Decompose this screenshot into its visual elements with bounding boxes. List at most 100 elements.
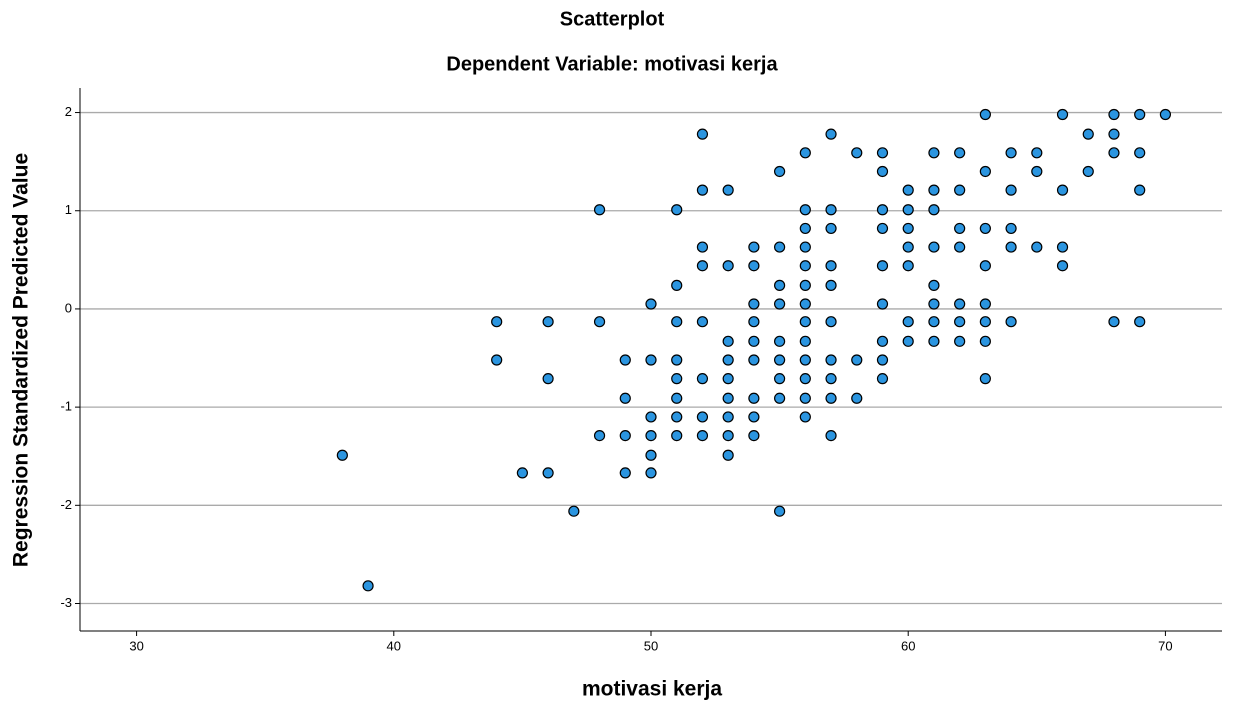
point — [954, 316, 966, 328]
point — [954, 147, 966, 159]
point — [799, 354, 811, 366]
point — [671, 373, 683, 385]
point — [979, 316, 991, 328]
x-tick-label: 70 — [1158, 638, 1172, 653]
point — [774, 505, 786, 517]
point — [774, 279, 786, 291]
point — [1108, 316, 1120, 328]
point — [748, 354, 760, 366]
point — [722, 184, 734, 196]
point — [1108, 108, 1120, 121]
y-tick-label: -1 — [60, 399, 72, 414]
point — [722, 260, 734, 272]
point — [799, 298, 811, 310]
y-tick-label: 2 — [65, 104, 72, 119]
point — [722, 392, 734, 404]
point — [1031, 165, 1043, 178]
point — [1159, 108, 1172, 121]
point — [979, 373, 991, 385]
point — [774, 354, 786, 366]
y-tick-label: -2 — [60, 497, 72, 512]
point — [1134, 147, 1146, 159]
point — [645, 411, 657, 423]
point — [671, 411, 683, 423]
point — [876, 204, 889, 216]
x-tick-label: 50 — [644, 638, 658, 653]
point — [722, 429, 734, 442]
point — [979, 165, 991, 178]
x-tick-label: 40 — [387, 638, 401, 653]
point — [748, 260, 760, 272]
point — [645, 354, 657, 366]
point — [593, 204, 606, 216]
point — [954, 335, 966, 347]
point — [876, 335, 889, 347]
point — [825, 429, 837, 442]
point — [825, 316, 837, 328]
point — [645, 467, 657, 479]
point — [696, 429, 709, 442]
point — [1082, 165, 1094, 178]
point — [825, 260, 837, 272]
point — [979, 222, 991, 235]
y-tick-label: -3 — [60, 595, 72, 610]
point — [1031, 241, 1043, 253]
point — [722, 411, 734, 423]
point — [1134, 108, 1146, 121]
point — [671, 354, 683, 366]
point — [774, 165, 786, 178]
point — [799, 335, 811, 347]
point — [1134, 184, 1146, 196]
point — [825, 128, 837, 140]
point — [902, 222, 914, 235]
point — [619, 354, 631, 366]
y-tick-label: 1 — [65, 202, 72, 217]
point — [928, 147, 940, 159]
point — [928, 335, 940, 347]
point — [799, 392, 811, 404]
point — [748, 298, 760, 310]
point — [619, 429, 631, 442]
point — [928, 204, 940, 216]
chart-title: Scatterplot — [560, 8, 665, 30]
point — [722, 449, 734, 461]
point — [876, 354, 889, 366]
y-axis-label: Regression Standardized Predicted Value — [10, 153, 33, 567]
point — [876, 222, 889, 235]
point — [876, 165, 889, 178]
point — [696, 411, 709, 423]
point — [928, 241, 940, 253]
point — [748, 335, 760, 347]
point — [542, 316, 554, 328]
point — [491, 354, 503, 366]
point — [902, 316, 914, 328]
point — [1108, 128, 1120, 140]
point — [1082, 128, 1094, 140]
point — [851, 392, 863, 404]
point — [799, 373, 811, 385]
point — [876, 298, 889, 310]
point — [979, 260, 991, 272]
point — [748, 316, 760, 328]
point — [825, 373, 837, 385]
point — [954, 222, 966, 235]
point — [542, 373, 554, 385]
point — [1005, 316, 1017, 328]
point — [876, 373, 889, 385]
chart-subtitle: Dependent Variable: motivasi kerja — [446, 53, 778, 75]
point — [928, 184, 940, 196]
point — [645, 449, 657, 461]
point — [696, 373, 709, 385]
point — [671, 316, 683, 328]
point — [696, 184, 709, 196]
point — [542, 467, 554, 479]
point — [902, 260, 914, 272]
point — [748, 241, 760, 253]
point — [671, 429, 683, 442]
point — [954, 184, 966, 196]
point — [799, 411, 811, 423]
point — [1134, 316, 1146, 328]
point — [671, 204, 683, 216]
point — [825, 279, 837, 291]
